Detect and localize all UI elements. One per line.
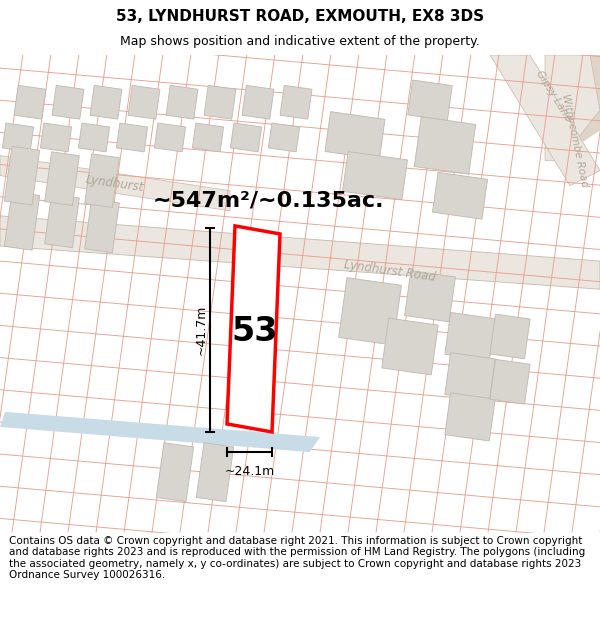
Polygon shape bbox=[445, 312, 495, 361]
Polygon shape bbox=[445, 352, 495, 401]
Polygon shape bbox=[116, 123, 148, 152]
Polygon shape bbox=[166, 86, 198, 119]
Polygon shape bbox=[414, 117, 476, 174]
Polygon shape bbox=[154, 123, 185, 152]
Text: ~547m²/~0.135ac.: ~547m²/~0.135ac. bbox=[153, 191, 385, 211]
Text: Map shows position and indicative extent of the property.: Map shows position and indicative extent… bbox=[120, 35, 480, 48]
Text: Lyndhurst: Lyndhurst bbox=[85, 173, 145, 194]
Polygon shape bbox=[404, 271, 455, 322]
Text: Gipsy Lane: Gipsy Lane bbox=[533, 68, 572, 122]
Polygon shape bbox=[204, 86, 236, 119]
Text: 53: 53 bbox=[232, 315, 278, 348]
Polygon shape bbox=[2, 123, 34, 152]
Text: ~41.7m: ~41.7m bbox=[194, 305, 208, 355]
Polygon shape bbox=[382, 318, 438, 375]
Polygon shape bbox=[230, 123, 262, 152]
Polygon shape bbox=[242, 86, 274, 119]
Text: Withycombe Road: Withycombe Road bbox=[560, 93, 590, 188]
Polygon shape bbox=[490, 314, 530, 359]
Polygon shape bbox=[4, 146, 40, 205]
Polygon shape bbox=[0, 216, 600, 289]
Polygon shape bbox=[196, 442, 233, 502]
Polygon shape bbox=[4, 191, 40, 250]
Polygon shape bbox=[490, 55, 600, 186]
Polygon shape bbox=[0, 156, 230, 211]
Polygon shape bbox=[560, 55, 600, 151]
Polygon shape bbox=[157, 442, 194, 502]
Polygon shape bbox=[338, 278, 401, 345]
Polygon shape bbox=[343, 151, 407, 200]
Polygon shape bbox=[227, 226, 280, 432]
Polygon shape bbox=[490, 359, 530, 404]
Polygon shape bbox=[14, 86, 46, 119]
Text: 53, LYNDHURST ROAD, EXMOUTH, EX8 3DS: 53, LYNDHURST ROAD, EXMOUTH, EX8 3DS bbox=[116, 9, 484, 24]
Polygon shape bbox=[0, 412, 320, 452]
Polygon shape bbox=[280, 86, 312, 119]
Polygon shape bbox=[90, 86, 122, 119]
Polygon shape bbox=[128, 86, 160, 119]
Polygon shape bbox=[52, 86, 84, 119]
Polygon shape bbox=[325, 112, 385, 159]
Polygon shape bbox=[85, 154, 119, 208]
Polygon shape bbox=[433, 173, 488, 219]
Polygon shape bbox=[40, 123, 71, 152]
Polygon shape bbox=[268, 123, 299, 152]
Text: Lyndhurst Road: Lyndhurst Road bbox=[343, 258, 437, 284]
Polygon shape bbox=[193, 123, 224, 152]
Polygon shape bbox=[408, 80, 452, 121]
Polygon shape bbox=[85, 199, 119, 252]
Polygon shape bbox=[79, 123, 110, 152]
Text: ~24.1m: ~24.1m bbox=[224, 465, 275, 478]
Polygon shape bbox=[445, 393, 495, 441]
Polygon shape bbox=[545, 55, 600, 161]
Text: Contains OS data © Crown copyright and database right 2021. This information is : Contains OS data © Crown copyright and d… bbox=[9, 536, 585, 581]
Polygon shape bbox=[44, 152, 79, 206]
Polygon shape bbox=[44, 194, 79, 248]
